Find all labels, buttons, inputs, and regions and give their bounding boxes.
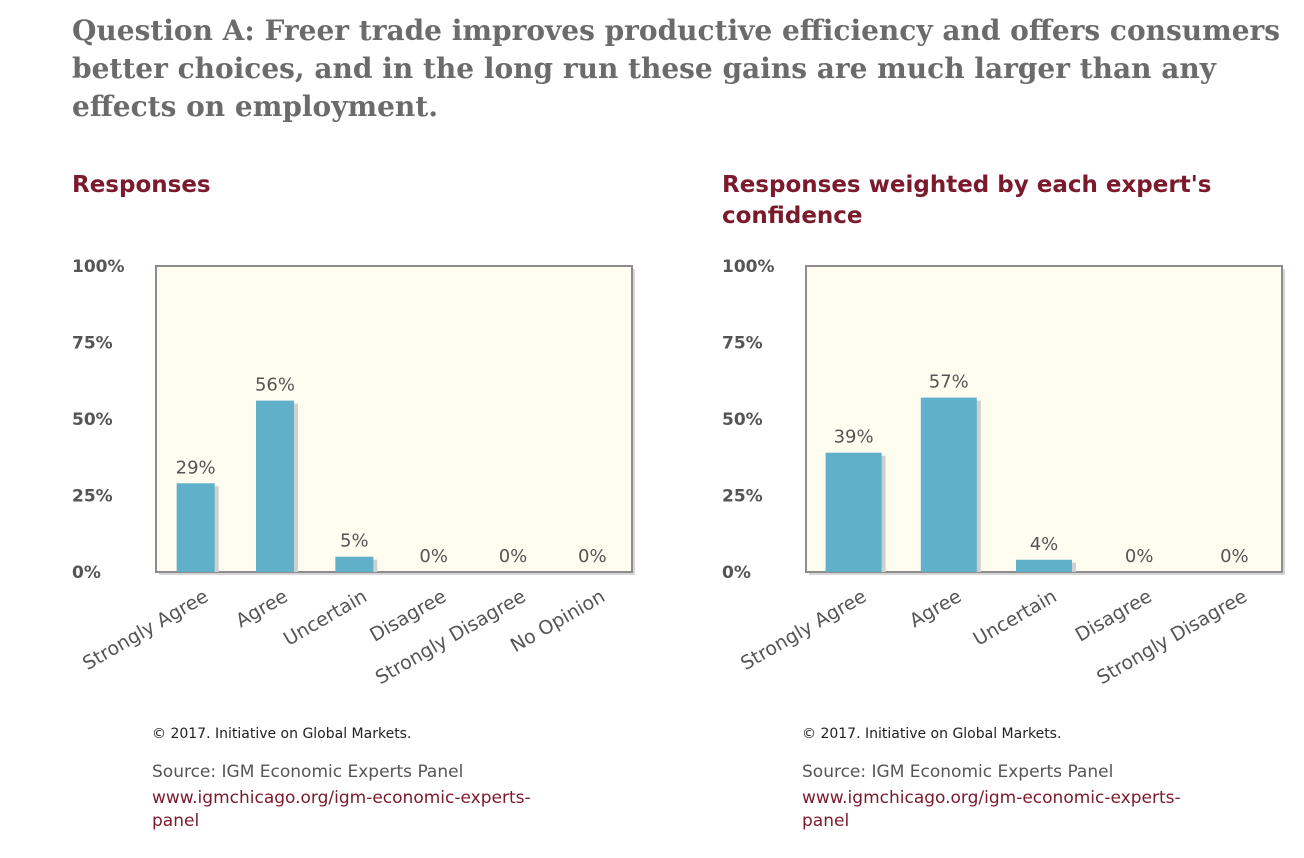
x-tick-label: Strongly Agree bbox=[79, 585, 212, 675]
y-tick-label: 25% bbox=[722, 487, 763, 507]
y-tick-label: 0% bbox=[722, 563, 751, 583]
y-tick-label: 0% bbox=[72, 563, 101, 583]
x-tick-label: Strongly Agree bbox=[737, 585, 870, 675]
responses-chart: 0% 25% 50% 75% 100% 29% Strongly Agree 56% Agree… bbox=[72, 257, 635, 689]
y-tick-label: 75% bbox=[72, 334, 113, 354]
bar bbox=[1016, 559, 1072, 572]
value-label: 4% bbox=[1030, 534, 1059, 555]
source-link[interactable]: www.igmchicago.org/igm-economic-experts-… bbox=[802, 787, 1181, 833]
source-text: Source: IGM Economic Experts Panel bbox=[152, 762, 464, 782]
value-label: 0% bbox=[1125, 546, 1154, 567]
source-link[interactable]: www.igmchicago.org/igm-economic-experts-… bbox=[152, 787, 531, 833]
copyright-text: © 2017. Initiative on Global Markets. bbox=[802, 726, 1062, 742]
source-link-line-1[interactable]: www.igmchicago.org/igm-economic-experts- bbox=[152, 788, 531, 808]
chart-title: Responses bbox=[72, 172, 211, 198]
value-label: 57% bbox=[929, 372, 969, 393]
y-tick-label: 100% bbox=[722, 257, 775, 277]
value-label: 0% bbox=[499, 546, 528, 567]
y-tick-label: 25% bbox=[72, 487, 113, 507]
question-heading: Question A: Freer trade improves product… bbox=[72, 14, 1281, 123]
value-label: 0% bbox=[578, 546, 607, 567]
bar bbox=[176, 483, 215, 572]
source-link-line-2[interactable]: panel bbox=[152, 811, 200, 831]
source-link-line-1[interactable]: www.igmchicago.org/igm-economic-experts- bbox=[802, 788, 1181, 808]
value-label: 5% bbox=[340, 531, 369, 552]
x-tick-label: Agree bbox=[906, 585, 965, 632]
x-tick-label: Strongly Disagree bbox=[372, 585, 530, 689]
source-text: Source: IGM Economic Experts Panel bbox=[802, 762, 1114, 782]
weighted-responses-chart: 0% 25% 50% 75% 100% 39% Strongly Agree 57% Agree… bbox=[722, 257, 1285, 689]
bar bbox=[335, 556, 374, 572]
x-tick-label: Agree bbox=[232, 585, 291, 632]
x-tick-label: Uncertain bbox=[970, 585, 1061, 650]
y-tick-label: 75% bbox=[722, 334, 763, 354]
responses-panel: Responses 0% 25% 50% 75% 100% 29% Strongly Agr… bbox=[72, 170, 652, 840]
copyright-text: © 2017. Initiative on Global Markets. bbox=[152, 726, 412, 742]
weighted-responses-panel: Responses weighted by each expert's conf… bbox=[722, 170, 1302, 840]
chart-title: Responses weighted by each expert's conf… bbox=[722, 172, 1212, 229]
source-link-line-2[interactable]: panel bbox=[802, 811, 850, 831]
value-label: 56% bbox=[255, 375, 295, 396]
value-label: 39% bbox=[834, 427, 874, 448]
bar bbox=[825, 452, 882, 572]
bar bbox=[920, 397, 977, 572]
y-tick-label: 50% bbox=[722, 410, 763, 430]
value-label: 0% bbox=[1220, 546, 1249, 567]
y-tick-label: 100% bbox=[72, 257, 125, 277]
bar bbox=[256, 400, 294, 572]
value-label: 0% bbox=[419, 546, 448, 567]
plot-area bbox=[155, 265, 633, 573]
x-tick-label: Uncertain bbox=[280, 585, 371, 650]
value-label: 29% bbox=[176, 457, 216, 478]
x-tick-label: Disagree bbox=[1072, 585, 1156, 646]
y-tick-label: 50% bbox=[72, 410, 113, 430]
